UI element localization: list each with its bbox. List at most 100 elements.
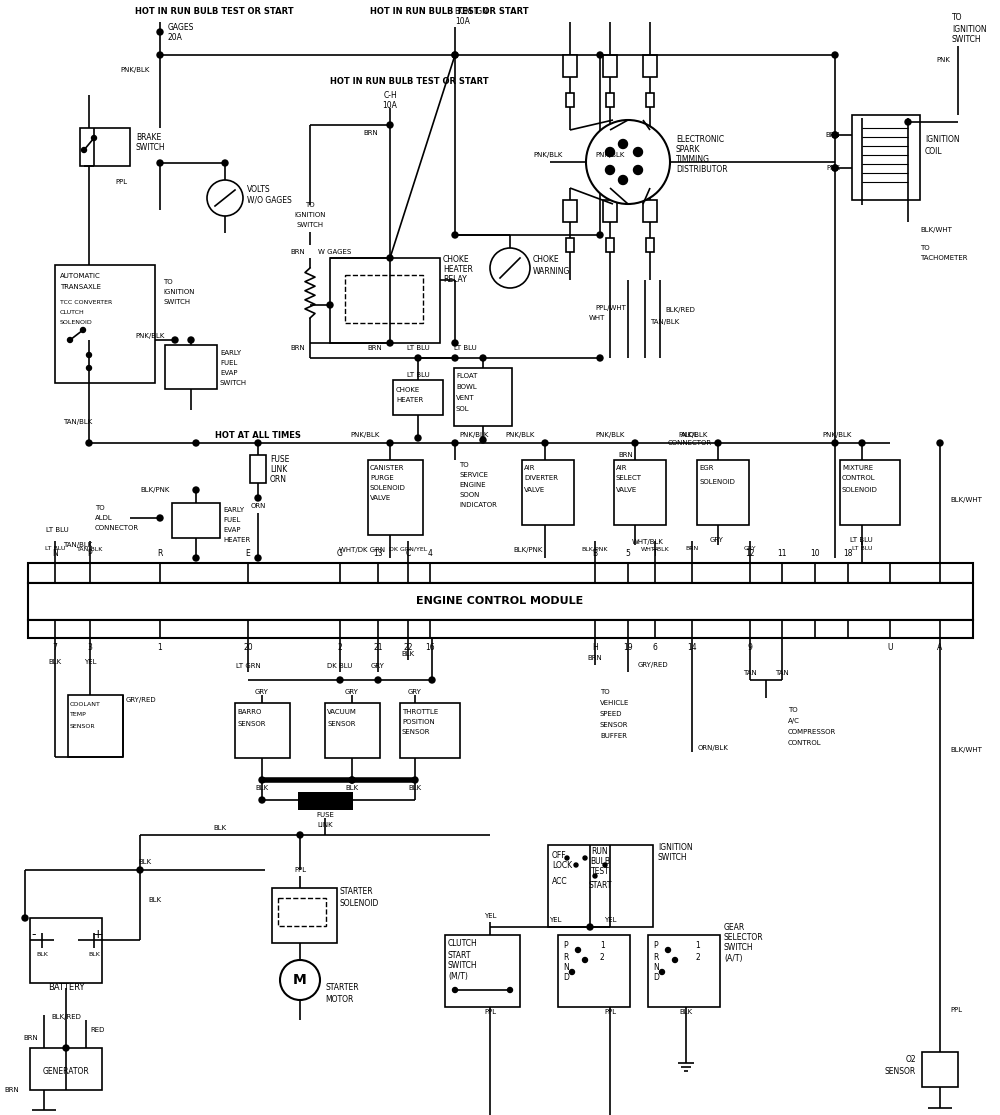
Bar — [922, 1051, 958, 1087]
Text: IGNITION: IGNITION — [925, 136, 960, 145]
Circle shape — [255, 440, 261, 446]
Text: LT BLU: LT BLU — [850, 537, 873, 543]
Text: 4: 4 — [428, 549, 432, 558]
Text: SENSOR: SENSOR — [600, 723, 629, 728]
Text: BARRO: BARRO — [237, 709, 261, 715]
Text: GRY/RED: GRY/RED — [126, 697, 157, 702]
Text: BLK: BLK — [148, 896, 161, 903]
Circle shape — [597, 232, 603, 237]
Text: SWITCH: SWITCH — [724, 943, 754, 952]
Text: PPL: PPL — [115, 180, 127, 185]
Text: BRN: BRN — [363, 130, 378, 136]
Text: RED: RED — [90, 1027, 104, 1032]
Circle shape — [832, 440, 838, 446]
Text: BATTERY: BATTERY — [48, 983, 84, 992]
Text: PNK/BLK: PNK/BLK — [506, 432, 535, 438]
Text: SOLENOID: SOLENOID — [340, 900, 379, 909]
Text: BLK: BLK — [408, 785, 422, 791]
Text: 10A: 10A — [455, 18, 470, 27]
Text: D: D — [653, 973, 659, 982]
Text: BRN: BRN — [290, 345, 305, 351]
Text: BLK/WHT: BLK/WHT — [920, 227, 952, 233]
Circle shape — [80, 328, 86, 332]
Text: AIR: AIR — [616, 465, 628, 471]
Text: SOL: SOL — [456, 406, 470, 413]
Text: DK BLU: DK BLU — [327, 663, 353, 669]
Text: PNK: PNK — [826, 165, 840, 171]
Bar — [558, 935, 630, 1007]
Text: GAGES: GAGES — [168, 23, 194, 32]
Circle shape — [349, 777, 355, 783]
Text: HEATER: HEATER — [223, 537, 250, 543]
Text: PPL/WHT: PPL/WHT — [595, 306, 626, 311]
Text: 1: 1 — [695, 940, 700, 950]
Text: BUFFER: BUFFER — [600, 733, 627, 739]
Text: TAN/BLK: TAN/BLK — [63, 419, 93, 425]
Text: (M/T): (M/T) — [448, 972, 468, 981]
Text: TRANSAXLE: TRANSAXLE — [60, 284, 101, 290]
Text: SWITCH: SWITCH — [220, 380, 247, 386]
Text: FUSE: FUSE — [270, 456, 289, 465]
Text: TO: TO — [952, 13, 962, 22]
Bar — [165, 345, 217, 389]
Text: SENSOR: SENSOR — [237, 721, 266, 727]
Text: 1: 1 — [600, 940, 605, 950]
Text: STARTER: STARTER — [325, 983, 359, 992]
Circle shape — [87, 352, 92, 358]
Text: A: A — [937, 643, 943, 652]
Circle shape — [570, 970, 574, 975]
Text: ENGINE: ENGINE — [459, 482, 486, 488]
Text: OFF: OFF — [552, 851, 567, 860]
Circle shape — [172, 337, 178, 343]
Circle shape — [452, 232, 458, 237]
Bar — [646, 93, 654, 107]
Bar — [272, 888, 337, 943]
Circle shape — [259, 797, 265, 803]
Text: HEATER: HEATER — [443, 265, 473, 274]
Text: P: P — [563, 940, 568, 950]
Circle shape — [480, 437, 486, 443]
Bar — [563, 55, 577, 77]
Circle shape — [92, 136, 96, 140]
Circle shape — [387, 255, 393, 261]
Text: FUEL: FUEL — [220, 360, 237, 366]
Circle shape — [452, 355, 458, 361]
Text: 11: 11 — [777, 549, 787, 558]
Text: +: + — [93, 929, 103, 941]
Text: COMPRESSOR: COMPRESSOR — [788, 729, 836, 735]
Circle shape — [634, 147, 642, 156]
Text: BLK/WHT: BLK/WHT — [950, 497, 982, 503]
Circle shape — [82, 147, 87, 153]
Circle shape — [193, 487, 199, 493]
Text: LT BLU: LT BLU — [407, 345, 429, 351]
Text: BLK: BLK — [36, 952, 48, 958]
Text: SENSOR: SENSOR — [402, 729, 430, 735]
Text: BLK/WHT: BLK/WHT — [950, 747, 982, 753]
Circle shape — [859, 440, 865, 446]
Bar — [393, 380, 443, 415]
Text: WARNING: WARNING — [533, 268, 570, 277]
Text: PNK/BLK: PNK/BLK — [135, 333, 164, 339]
Text: BRN: BRN — [618, 452, 633, 458]
Circle shape — [666, 948, 670, 952]
Text: PNK/BLK: PNK/BLK — [596, 432, 625, 438]
Text: EVAP: EVAP — [223, 527, 240, 533]
Circle shape — [583, 856, 587, 860]
Circle shape — [542, 440, 548, 446]
Text: DK GRN/YEL: DK GRN/YEL — [389, 546, 427, 552]
Text: EGR: EGR — [699, 465, 714, 471]
Text: MOTOR: MOTOR — [325, 996, 353, 1005]
Text: HEATER: HEATER — [396, 397, 423, 403]
Text: VALVE: VALVE — [370, 495, 391, 501]
Text: POSITION: POSITION — [402, 719, 435, 725]
Text: INDICATOR: INDICATOR — [459, 502, 497, 508]
Text: 10: 10 — [810, 549, 820, 558]
Text: IGNITION: IGNITION — [952, 25, 987, 33]
Circle shape — [582, 958, 588, 962]
Text: SENSOR: SENSOR — [885, 1067, 916, 1076]
Bar — [400, 702, 460, 758]
Circle shape — [832, 52, 838, 58]
Text: H: H — [592, 643, 598, 652]
Text: BLK/PNK: BLK/PNK — [140, 487, 169, 493]
Text: PPL: PPL — [604, 1009, 616, 1015]
